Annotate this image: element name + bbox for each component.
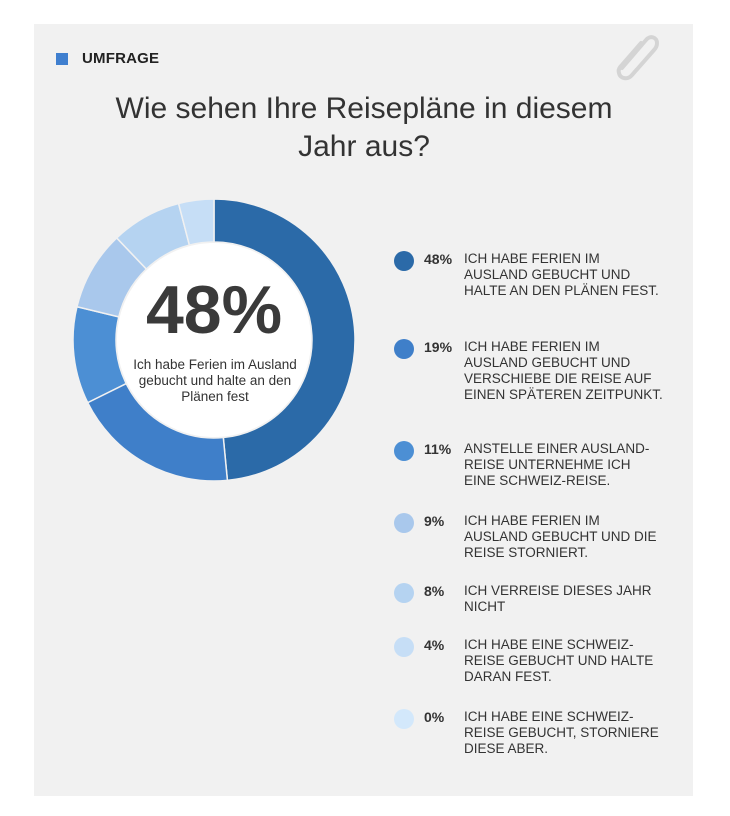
legend-item: 11% ANSTELLE EINER AUSLAND-REISE UNTERNEH… xyxy=(394,438,664,489)
legend-percentage: 48% xyxy=(424,251,453,267)
donut-slice-0 xyxy=(213,198,356,482)
legend-dot-icon xyxy=(394,339,414,359)
survey-title: Wie sehen Ihre Reisepläne in diesem Jahr… xyxy=(74,90,654,166)
tag-label: UMFRAGE xyxy=(82,50,160,67)
legend-label: ICH VERREISE DIESES JAHR NICHT xyxy=(464,583,652,614)
title-line-2: Jahr aus? xyxy=(298,130,430,163)
legend-item: 9% ICH HABE FERIEN IM AUSLAND GEBUCHT UND… xyxy=(394,510,664,561)
legend-percentage: 11% xyxy=(424,441,452,457)
legend-item: 4% ICH HABE EINE SCHWEIZ-REISE GEBUCHT UN… xyxy=(394,634,664,685)
legend-label: ICH HABE FERIEN IM AUSLAND GEBUCHT UND D… xyxy=(464,513,657,560)
donut-slice-5 xyxy=(177,198,215,247)
legend-percentage: 8% xyxy=(424,583,445,599)
legend-percentage: 19% xyxy=(424,339,453,355)
legend-dot-icon xyxy=(394,441,414,461)
donut-chart xyxy=(72,198,356,482)
legend-label: ICH HABE EINE SCHWEIZ-REISE GEBUCHT UND … xyxy=(464,637,654,684)
center-percentage: 48% xyxy=(145,272,283,348)
survey-card: UMFRAGE Wie sehen Ihre Reisepläne in die… xyxy=(34,24,693,796)
legend-percentage: 4% xyxy=(424,637,445,653)
legend-dot-icon xyxy=(394,709,414,729)
donut-hole xyxy=(117,243,311,437)
legend-dot-icon xyxy=(394,583,414,603)
legend-label: ICH HABE FERIEN IM AUSLAND GEBUCHT UND H… xyxy=(464,251,659,298)
tag-square-icon xyxy=(56,52,68,65)
paperclip-icon xyxy=(616,35,660,81)
center-caption: Ich habe Ferien im Ausland gebucht und h… xyxy=(133,357,297,404)
legend-dot-icon xyxy=(394,251,414,271)
legend-label: ANSTELLE EINER AUSLAND-REISE UNTERNEHME … xyxy=(464,441,650,488)
legend-dot-icon xyxy=(394,513,414,533)
legend-label: ICH HABE FERIEN IM AUSLAND GEBUCHT UND V… xyxy=(464,339,663,402)
legend-dot-icon xyxy=(394,637,414,657)
legend-item: 0% ICH HABE EINE SCHWEIZ-REISE GEBUCHT, S… xyxy=(394,706,664,757)
legend-percentage: 9% xyxy=(424,513,445,529)
legend-item: 48% ICH HABE FERIEN IM AUSLAND GEBUCHT UN… xyxy=(394,248,664,299)
legend-item: 19% ICH HABE FERIEN IM AUSLAND GEBUCHT UN… xyxy=(394,336,664,403)
title-line-1: Wie sehen Ihre Reisepläne in diesem xyxy=(115,92,613,125)
legend-label: ICH HABE EINE SCHWEIZ-REISE GEBUCHT, STO… xyxy=(464,709,659,756)
legend-item: 8% ICH VERREISE DIESES JAHR NICHT xyxy=(394,580,664,615)
survey-tag: UMFRAGE xyxy=(56,50,159,67)
legend-percentage: 0% xyxy=(424,709,445,725)
